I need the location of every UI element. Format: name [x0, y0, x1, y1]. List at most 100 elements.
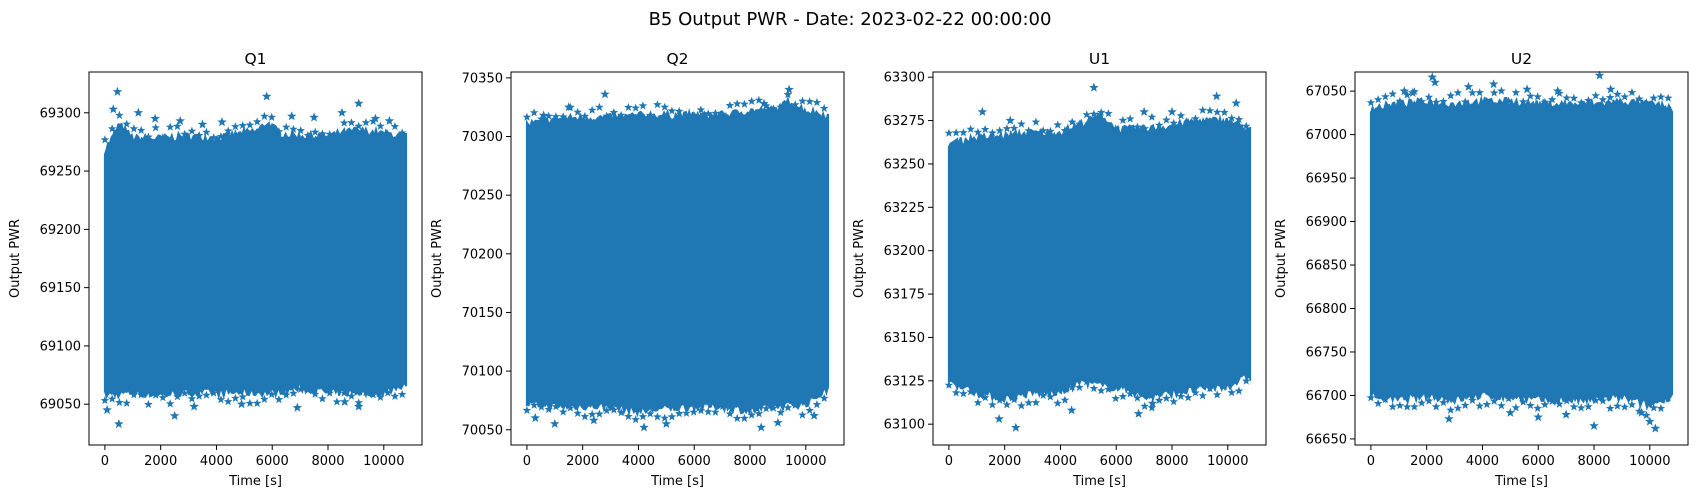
data-point	[303, 130, 313, 139]
data-point	[995, 395, 1004, 404]
y-tick-label: 69300	[40, 106, 81, 121]
data-point	[1649, 93, 1658, 102]
panel-title: U2	[1511, 50, 1532, 68]
panel-u2: 0 2000 4000 6000 8000 10000 66650 66700 66750 668…	[1274, 50, 1689, 489]
data-point	[1220, 381, 1229, 391]
x-tick-label: 10000	[363, 454, 404, 469]
outlier-point	[1089, 82, 1099, 92]
data-point	[1642, 98, 1651, 107]
outlier-point	[112, 86, 123, 96]
data-point	[587, 409, 597, 418]
data-point	[325, 388, 334, 397]
data-point	[595, 102, 604, 111]
data-point	[1511, 88, 1521, 97]
data-point	[1482, 400, 1492, 409]
data-point	[1191, 388, 1200, 397]
data-point	[522, 405, 532, 415]
data-point	[1642, 410, 1651, 419]
data-point	[1381, 394, 1390, 404]
outlier-point	[759, 98, 769, 108]
data-point	[1096, 386, 1106, 395]
data-point	[1366, 393, 1376, 402]
data-point	[966, 387, 975, 396]
data-point	[638, 412, 648, 421]
data-point	[115, 398, 124, 407]
data-point	[1154, 395, 1164, 404]
outlier-point	[292, 402, 303, 412]
data-point	[689, 110, 698, 119]
y-tick-label: 69100	[40, 339, 81, 354]
x-tick-label: 6000	[256, 454, 289, 469]
data-point	[1576, 98, 1586, 107]
x-tick-label: 8000	[733, 454, 766, 469]
data-point	[1460, 97, 1470, 106]
x-tick-label: 2000	[144, 454, 177, 469]
data-point	[1118, 392, 1128, 401]
data-point	[995, 126, 1004, 135]
data-point	[725, 409, 735, 418]
outlier-point	[1488, 79, 1499, 89]
data-point	[790, 400, 800, 409]
data-point	[1613, 89, 1622, 98]
data-point	[376, 121, 385, 130]
y-tick-label: 70100	[462, 365, 503, 380]
outlier-point	[169, 410, 180, 420]
outlier-point	[1430, 77, 1440, 87]
outlier-point	[809, 410, 819, 420]
data-point	[354, 121, 363, 130]
data-point	[202, 390, 211, 399]
data-point	[144, 400, 153, 409]
data-point	[136, 125, 146, 134]
data-point	[1183, 393, 1193, 402]
data-point	[1198, 391, 1207, 400]
outlier-point	[1133, 408, 1144, 418]
data-point	[1104, 384, 1113, 393]
data-point	[289, 124, 298, 133]
data-point	[1598, 396, 1608, 405]
data-point	[783, 403, 793, 412]
data-point	[1569, 93, 1579, 102]
data-point	[339, 388, 349, 397]
data-point	[151, 390, 160, 399]
data-point	[544, 404, 553, 414]
outlier-point	[287, 111, 297, 121]
data-point	[1526, 91, 1535, 100]
data-point	[1468, 88, 1477, 97]
y-tick-label: 63300	[884, 71, 925, 86]
data-point	[1002, 400, 1012, 409]
data-point	[732, 413, 742, 423]
data-point	[1234, 386, 1244, 395]
outlier-point	[384, 116, 395, 125]
x-tick-label: 2000	[988, 454, 1021, 469]
data-point	[216, 395, 226, 404]
data-point	[347, 118, 356, 127]
data-point	[703, 407, 713, 416]
outlier-point	[102, 405, 112, 415]
outlier-point	[1650, 423, 1661, 433]
data-point	[1154, 120, 1164, 129]
data-point	[1198, 105, 1207, 114]
x-tick-label: 2000	[1410, 454, 1443, 469]
panel-title: Q2	[666, 50, 688, 68]
outlier-point	[353, 98, 364, 108]
data-point	[332, 129, 342, 138]
data-point	[1446, 91, 1455, 100]
data-point	[281, 390, 291, 399]
data-point	[980, 125, 990, 134]
data-point	[194, 130, 204, 140]
data-point	[310, 389, 320, 398]
outlier-point	[353, 401, 364, 411]
data-point	[1431, 97, 1441, 106]
data-point	[202, 127, 211, 136]
data-point	[682, 110, 691, 119]
x-tick-label: 4000	[200, 454, 233, 469]
outlier-point	[600, 89, 610, 99]
data-point	[1453, 88, 1463, 97]
data-point	[1373, 95, 1383, 104]
data-point	[573, 408, 582, 417]
data-point	[1475, 88, 1484, 97]
outlier-point	[564, 102, 574, 112]
data-point	[1605, 93, 1615, 102]
data-point	[1104, 109, 1113, 118]
data-point	[1402, 402, 1412, 411]
